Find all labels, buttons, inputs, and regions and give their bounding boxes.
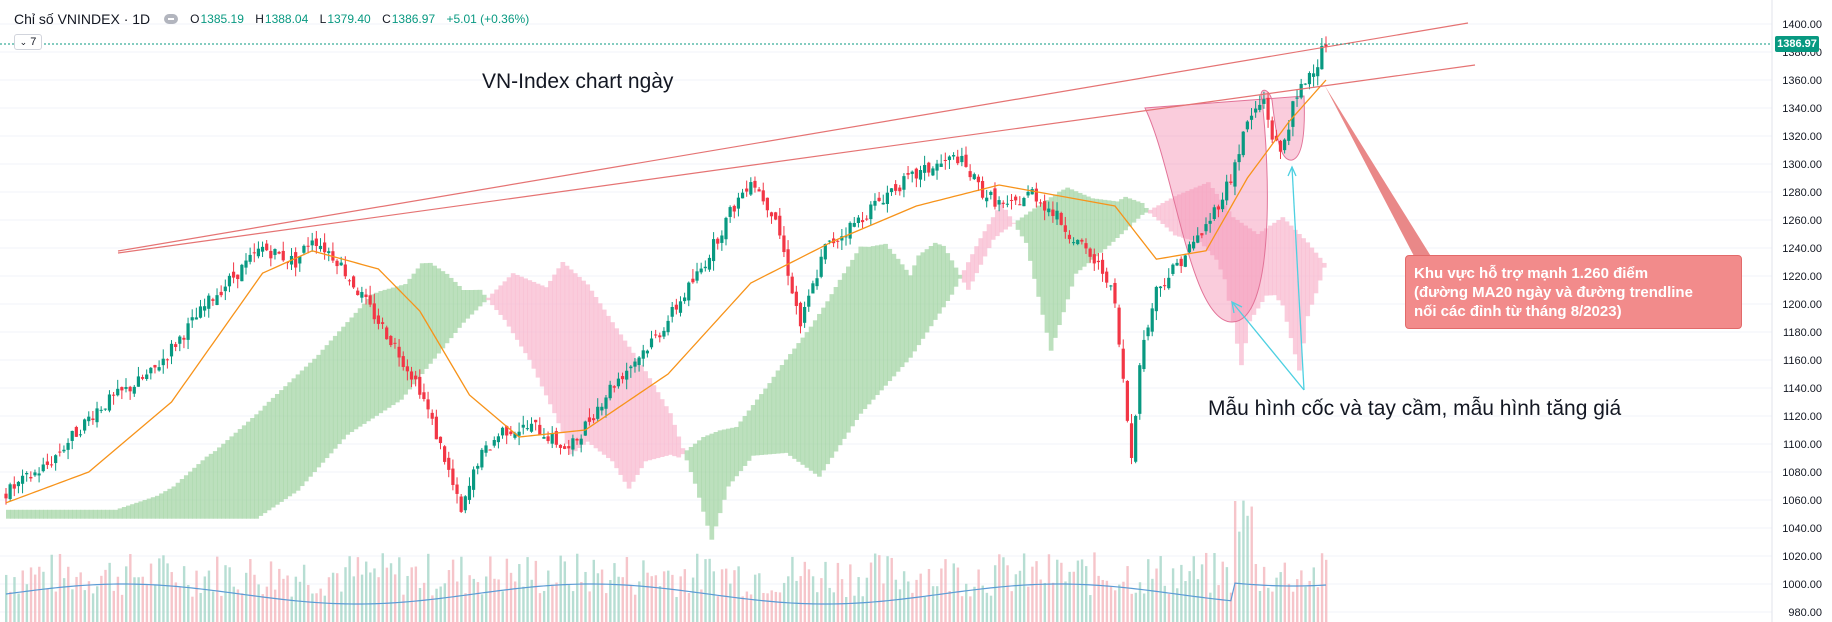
price-axis-tick: 1280.00 <box>1782 187 1822 199</box>
price-axis-tick: 1360.00 <box>1782 75 1822 87</box>
close-key: C <box>382 12 391 26</box>
price-axis-tick: 1020.00 <box>1782 551 1822 563</box>
price-axis-tick: 1240.00 <box>1782 243 1822 255</box>
price-axis-tick: 1120.00 <box>1783 411 1822 423</box>
price-axis-tick: 1160.00 <box>1783 355 1822 367</box>
symbol-title[interactable]: Chỉ số VNINDEX · 1D <box>14 11 151 27</box>
volume-bars <box>5 500 1328 622</box>
pattern-annotation[interactable]: Mẫu hình cốc và tay cầm, mẫu hình tăng g… <box>1208 397 1622 420</box>
price-axis-tick: 1080.00 <box>1782 467 1822 479</box>
support-line-2: (đường MA20 ngày và đường trendline <box>1414 284 1693 301</box>
low-key: L <box>319 12 327 26</box>
trendline-upper[interactable] <box>117 22 1469 252</box>
price-axis-tick: 1340.00 <box>1782 103 1822 115</box>
indicator-count: 7 <box>30 36 37 48</box>
price-axis-tick: 1040.00 <box>1782 523 1822 535</box>
chevron-down-icon: ⌄ <box>19 36 28 47</box>
price-axis-tick: 1300.00 <box>1782 159 1822 171</box>
price-axis-tick: 1400.00 <box>1782 19 1822 31</box>
trendline-lower[interactable] <box>117 64 1476 254</box>
chart-annotation-title[interactable]: VN-Index chart ngày <box>482 70 674 93</box>
open-value: 1385.19 <box>200 12 244 26</box>
support-line-3: nối các đỉnh từ tháng 8/2023) <box>1414 303 1622 320</box>
support-callout[interactable]: Khu vực hỗ trợ mạnh 1.260 điểm (đường MA… <box>1405 255 1742 329</box>
change-value: +5.01 (+0.36%) <box>446 12 530 26</box>
price-axis-tick: 1060.00 <box>1782 495 1822 507</box>
price-axis-tick: 1200.00 <box>1782 299 1822 311</box>
close-value: 1386.97 <box>391 12 436 26</box>
support-line-1: Khu vực hỗ trợ mạnh 1.260 điểm <box>1414 265 1649 282</box>
pattern-arrows <box>1231 165 1305 391</box>
price-axis-tick: 1180.00 <box>1783 327 1822 339</box>
price-axis-tick: 980.00 <box>1788 607 1822 619</box>
price-axis-tick: 1260.00 <box>1782 215 1822 227</box>
ohlc-values: O1385.19 H1388.04 L1379.40 C1386.97 +5.0… <box>190 12 537 26</box>
ichimoku-cloud <box>6 182 1327 540</box>
chart-legend: Chỉ số VNINDEX · 1D O1385.19 H1388.04 L1… <box>14 11 537 27</box>
cup-pattern-fill <box>1144 89 1305 323</box>
candles <box>4 36 1328 514</box>
low-value: 1379.40 <box>327 12 371 26</box>
price-axis-tick: 1320.00 <box>1782 131 1822 143</box>
high-key: H <box>255 12 264 26</box>
price-axis-tick: 1220.00 <box>1782 271 1822 283</box>
visibility-icon[interactable] <box>164 14 179 24</box>
callout-pointer <box>1325 86 1432 258</box>
ma20-line <box>5 79 1327 504</box>
open-key: O <box>190 12 200 26</box>
last-price-tag: 1386.97 <box>1775 36 1819 52</box>
price-axis[interactable]: 980.00 1000.00 1020.00 1040.00 1060.00 1080.0… <box>1782 19 1822 619</box>
high-value: 1388.04 <box>264 12 309 26</box>
price-axis-tick: 1000.00 <box>1782 579 1822 591</box>
indicators-collapse-button[interactable]: ⌄ 7 <box>14 34 42 50</box>
price-axis-tick: 1140.00 <box>1783 383 1822 395</box>
volume-ma-line <box>5 582 1327 605</box>
price-axis-tick: 1100.00 <box>1783 439 1822 451</box>
